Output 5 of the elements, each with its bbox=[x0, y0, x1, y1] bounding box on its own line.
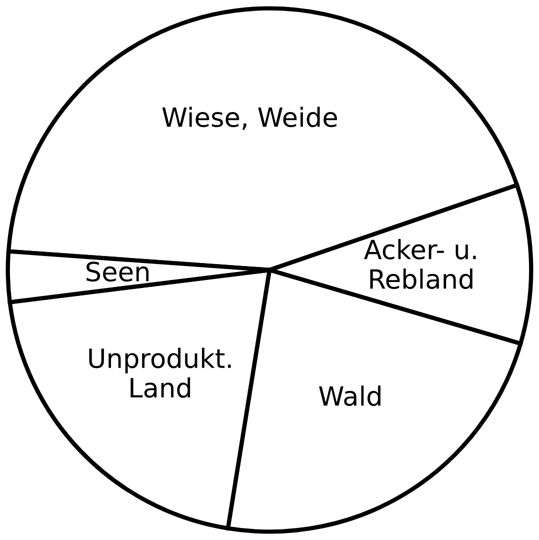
slice-label: Unprodukt. Land bbox=[89, 348, 231, 398]
slice-label: Seen bbox=[86, 262, 149, 282]
slice-label: Acker- u. Rebland bbox=[364, 239, 476, 289]
slice-label: Wald bbox=[319, 386, 380, 406]
slice-label: Wiese, Weide bbox=[162, 106, 337, 130]
